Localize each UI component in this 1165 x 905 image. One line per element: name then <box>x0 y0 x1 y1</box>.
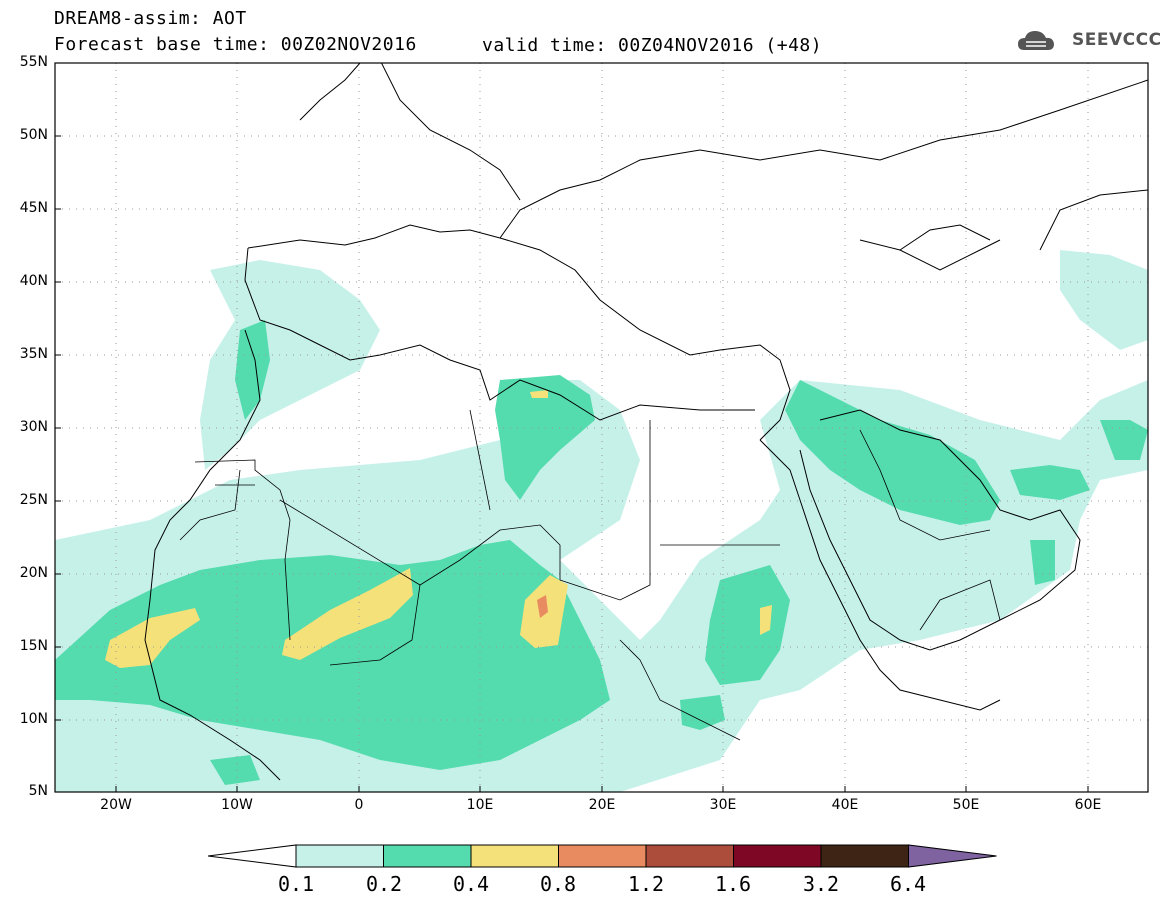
lat-label: 55N <box>19 54 48 70</box>
lat-label: 10N <box>19 711 48 727</box>
map-title: DREAM8-assim: AOT <box>54 8 247 29</box>
lat-label: 25N <box>19 492 48 508</box>
lon-label: 20W <box>100 797 132 813</box>
lat-label: 5N <box>28 783 48 799</box>
lat-label: 15N <box>19 638 48 654</box>
lon-label: 0 <box>354 797 364 813</box>
colorbar-label: 1.6 <box>714 872 752 896</box>
forecast-base-time: Forecast base time: 00Z02NOV2016 <box>54 34 417 55</box>
country-borders <box>179 409 1001 741</box>
colorbar-label: 0.2 <box>365 872 403 896</box>
colorbar-label: 3.2 <box>802 872 840 896</box>
valid-time: valid time: 00Z04NOV2016 (+48) <box>482 35 823 56</box>
lon-label: 40E <box>831 797 859 813</box>
lat-label: 30N <box>19 419 48 435</box>
lon-label: 10W <box>221 797 253 813</box>
lat-label: 35N <box>19 346 48 362</box>
cloud-icon <box>1018 31 1054 50</box>
lon-label: 20E <box>588 797 616 813</box>
aot-field <box>55 63 1148 792</box>
colorbar-label: 0.1 <box>277 872 315 896</box>
lat-label: 45N <box>19 200 48 216</box>
axis-ticks <box>55 135 1089 792</box>
lon-label: 10E <box>466 797 494 813</box>
colorbar-label: 0.8 <box>539 872 577 896</box>
lon-label: 60E <box>1074 797 1102 813</box>
lon-label: 50E <box>952 797 980 813</box>
lat-label: 40N <box>19 273 48 289</box>
colorbar-label: 0.4 <box>452 872 490 896</box>
lat-label: 20N <box>19 565 48 581</box>
logo-text: SEEVCCC <box>1072 30 1162 50</box>
colorbar-label: 1.2 <box>627 872 665 896</box>
colorbar-label: 6.4 <box>889 872 927 896</box>
coastlines <box>144 63 1148 781</box>
lon-label: 30E <box>709 797 737 813</box>
graticule <box>55 63 1148 792</box>
lat-label: 50N <box>19 127 48 143</box>
